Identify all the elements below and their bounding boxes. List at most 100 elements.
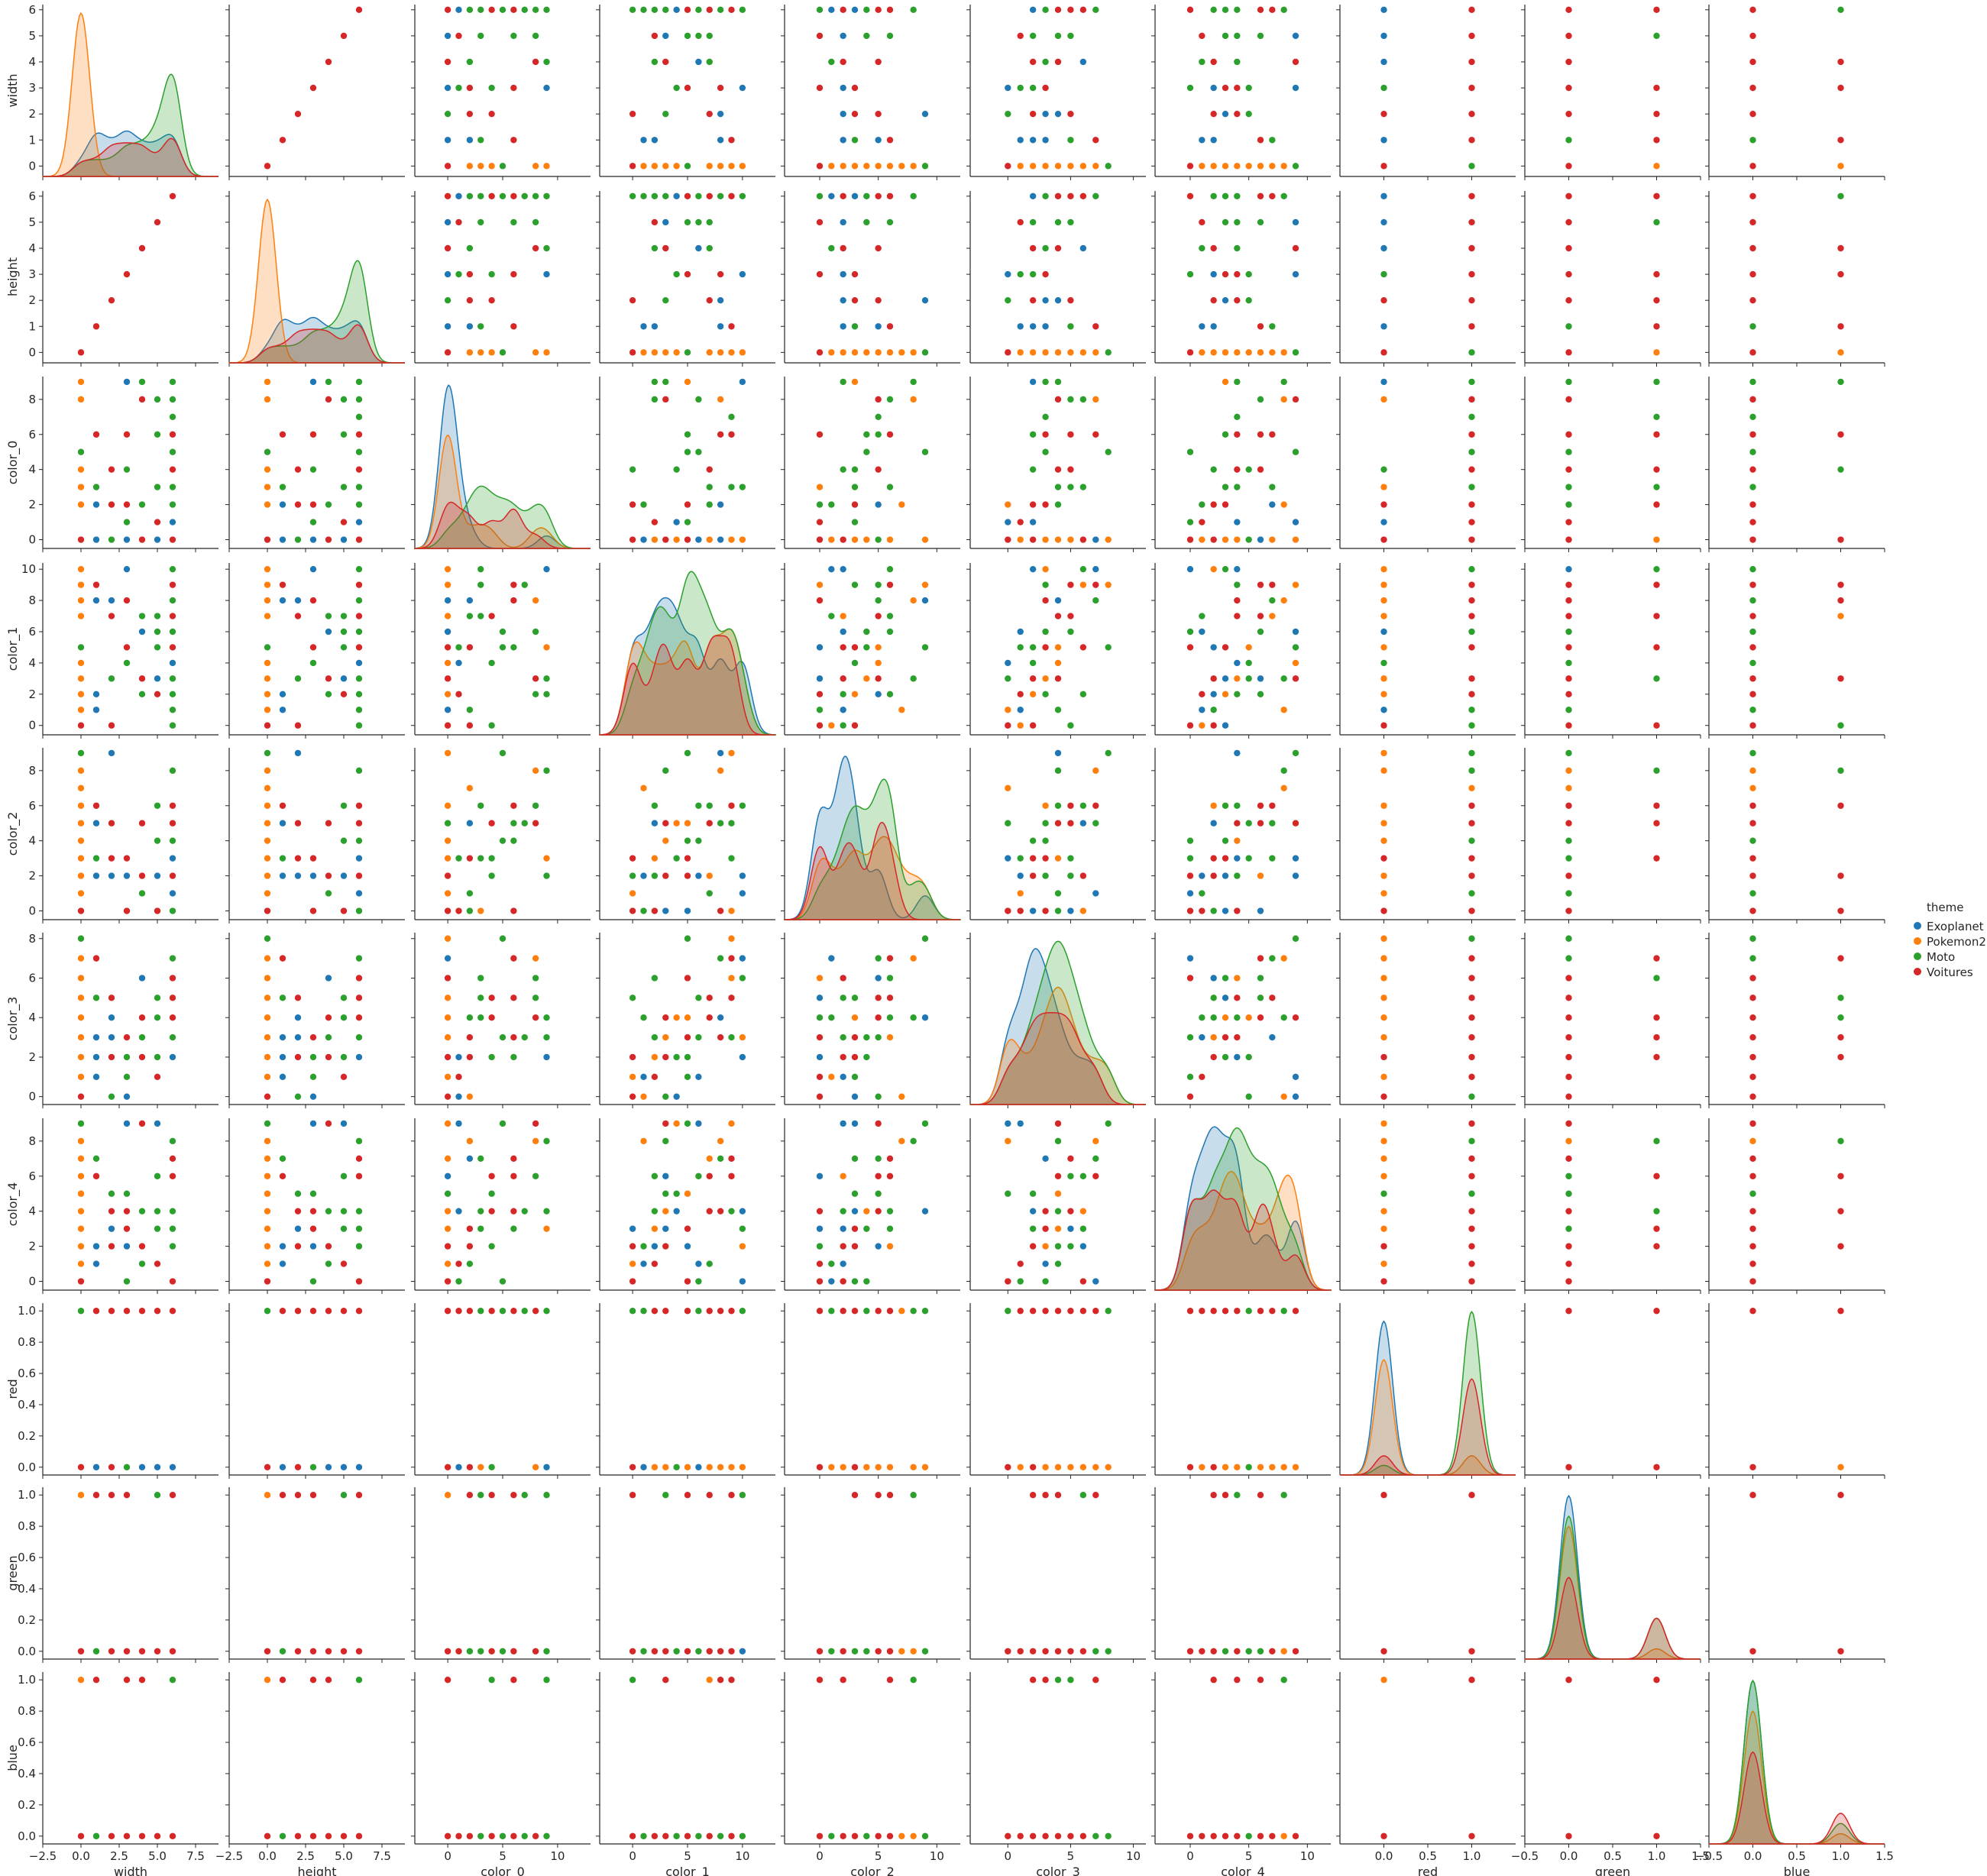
point-voitures (1468, 396, 1476, 403)
point-pokemon2 (444, 836, 451, 845)
point-voitures (1233, 110, 1241, 118)
point-moto (909, 1137, 917, 1145)
point-voitures (1468, 518, 1476, 526)
point-moto (629, 872, 636, 880)
point-pokemon2 (264, 396, 271, 403)
point-pokemon2 (1380, 1033, 1388, 1041)
point-moto (108, 674, 115, 683)
point-exoplanet (1209, 643, 1218, 652)
point-voitures (1565, 1053, 1573, 1061)
point-voitures (1749, 396, 1757, 403)
point-pokemon2 (1652, 162, 1661, 170)
point-voitures (1749, 643, 1757, 652)
point-voitures (1837, 1053, 1845, 1061)
point-moto (477, 1224, 485, 1233)
point-voitures (154, 907, 161, 915)
point-moto (851, 994, 859, 1002)
point-moto (886, 565, 894, 573)
point-moto (154, 1207, 161, 1215)
point-exoplanet (169, 518, 176, 526)
point-exoplanet (694, 1463, 703, 1471)
point-moto (1652, 218, 1661, 226)
point-voitures (455, 907, 463, 915)
point-exoplanet (444, 32, 451, 40)
point-pokemon2 (874, 348, 882, 357)
point-voitures (1565, 1092, 1573, 1101)
point-pokemon2 (444, 659, 451, 667)
point-exoplanet (639, 872, 648, 880)
point-moto (1257, 628, 1264, 636)
point-pokemon2 (672, 162, 681, 170)
point-moto (684, 218, 691, 226)
point-pokemon2 (1837, 162, 1845, 170)
point-pokemon2 (851, 691, 859, 698)
point-moto (169, 767, 176, 775)
y-tick-label: 2 (28, 869, 36, 883)
point-voitures (1652, 612, 1661, 620)
point-voitures (1468, 218, 1476, 226)
point-pokemon2 (862, 348, 871, 357)
point-moto (1565, 954, 1573, 962)
point-voitures (169, 192, 176, 200)
point-voitures (1565, 535, 1573, 544)
point-exoplanet (1066, 907, 1075, 915)
point-exoplanet (340, 535, 348, 544)
point-pokemon2 (1380, 691, 1388, 698)
point-voitures (816, 1207, 824, 1215)
point-voitures (1092, 1172, 1100, 1180)
point-moto (1186, 448, 1194, 456)
point-exoplanet (1041, 110, 1050, 118)
point-voitures (1652, 1053, 1661, 1061)
point-voitures (651, 218, 659, 226)
point-moto (1837, 994, 1845, 1002)
point-exoplanet (294, 749, 302, 757)
point-moto (694, 1277, 703, 1286)
point-exoplanet (294, 597, 302, 604)
point-exoplanet (1268, 1033, 1277, 1041)
point-pokemon2 (77, 674, 85, 683)
point-moto (487, 270, 496, 278)
point-pokemon2 (639, 784, 648, 792)
point-moto (279, 854, 286, 862)
point-voitures (1468, 465, 1476, 474)
point-voitures (1268, 430, 1277, 438)
point-moto (629, 6, 636, 14)
point-moto (77, 1120, 85, 1127)
point-pokemon2 (1054, 643, 1062, 652)
point-moto (1652, 674, 1661, 683)
y-tick-label: 2 (28, 498, 36, 512)
point-moto (1222, 483, 1229, 491)
point-exoplanet (138, 628, 146, 636)
y-tick-label: 1 (28, 133, 36, 147)
point-voitures (717, 1207, 724, 1215)
point-voitures (1004, 535, 1012, 544)
point-voitures (154, 218, 161, 226)
point-exoplanet (169, 889, 176, 898)
point-pokemon2 (739, 1463, 746, 1471)
point-exoplanet (309, 1242, 317, 1250)
panel-color_4-vs-color_1 (596, 1118, 775, 1294)
point-moto (1222, 218, 1229, 226)
point-voitures (727, 954, 736, 962)
point-exoplanet (662, 1224, 670, 1233)
y-axis-label-width: width (5, 73, 20, 107)
point-exoplanet (1198, 706, 1206, 714)
point-pokemon2 (77, 581, 85, 589)
point-moto (532, 32, 539, 40)
point-moto (477, 32, 485, 40)
point-voitures (1565, 801, 1573, 810)
point-pokemon2 (466, 162, 474, 170)
point-voitures (1749, 581, 1757, 589)
point-voitures (727, 322, 736, 331)
point-moto (499, 749, 506, 757)
point-pokemon2 (662, 162, 670, 170)
point-voitures (138, 1014, 146, 1022)
point-moto (123, 1072, 131, 1081)
point-voitures (1837, 581, 1845, 589)
panel-color_1-vs-color_2 (781, 563, 960, 739)
point-voitures (1468, 597, 1476, 604)
point-voitures (1054, 396, 1062, 403)
point-moto (138, 889, 146, 898)
point-moto (816, 192, 824, 200)
